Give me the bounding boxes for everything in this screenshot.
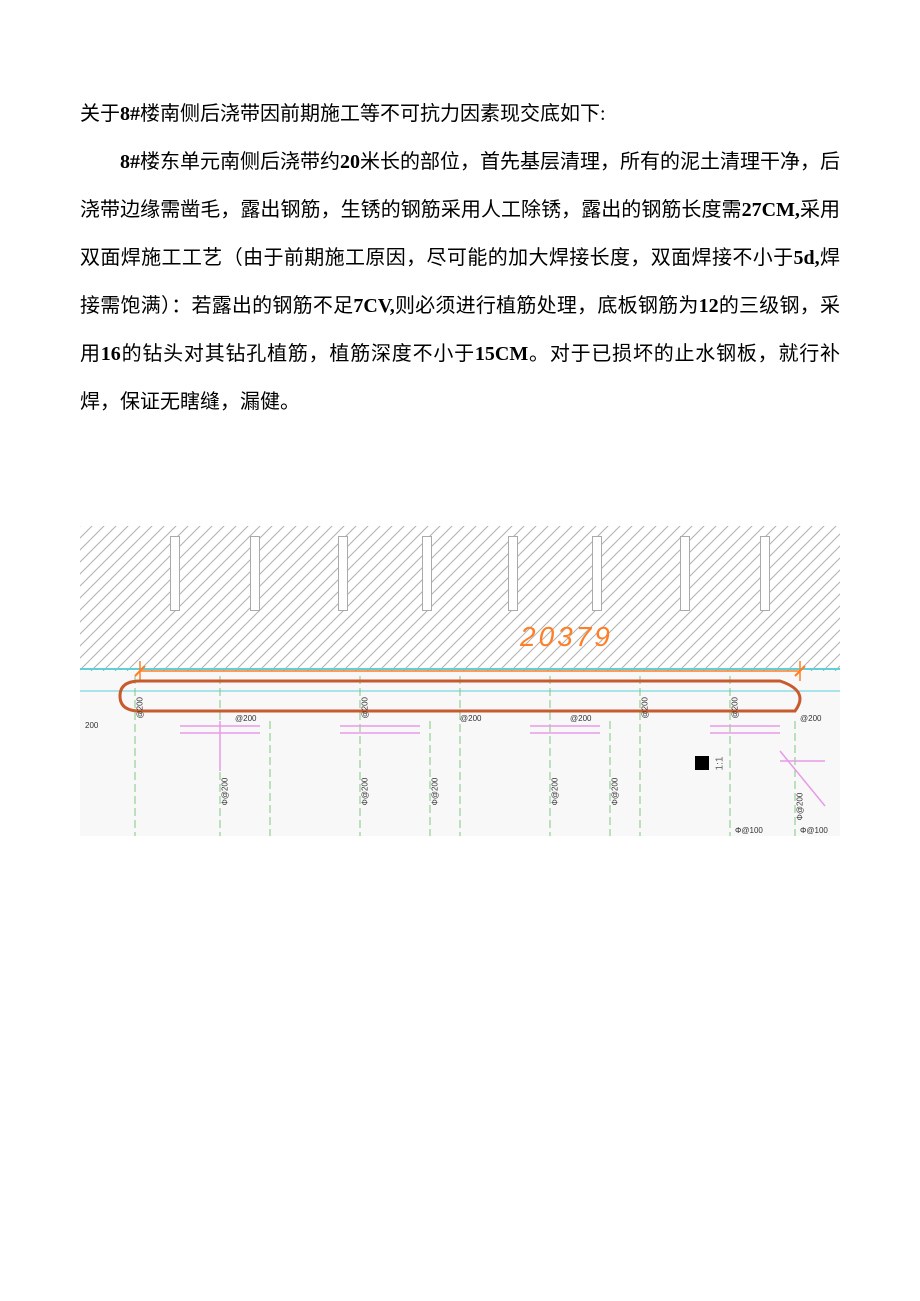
column-marker xyxy=(508,536,518,611)
left-axis-label: 200 xyxy=(85,721,98,730)
engineering-diagram: 20379 xyxy=(80,526,840,836)
bold-text: 27CM, xyxy=(742,199,800,221)
bold-text: 16 xyxy=(101,343,121,365)
bold-text: 7CV, xyxy=(353,295,394,317)
column-marker xyxy=(250,536,260,611)
rebar-label: @200 xyxy=(800,714,821,723)
heading-line: 关于8#楼南侧后浇带因前期施工等不可抗力因素现交底如下: xyxy=(80,90,840,138)
rebar-spec-label: Φ@100 xyxy=(735,826,763,835)
bold-text: 8# xyxy=(120,151,140,173)
rebar-label: @200 xyxy=(570,714,591,723)
text-segment: 则必须进行植筋处理，底板钢筋为 xyxy=(395,295,699,317)
text-segment: 关于 xyxy=(80,103,120,125)
bold-text: 20 xyxy=(340,151,360,173)
column-marker xyxy=(338,536,348,611)
rebar-label: @200 xyxy=(235,714,256,723)
rebar-spec-label: Φ@100 xyxy=(800,826,828,835)
column-marker xyxy=(422,536,432,611)
column-marker xyxy=(170,536,180,611)
text-segment: 楼东单元南侧后浇带约 xyxy=(140,151,340,173)
rebar-label: @200 xyxy=(361,697,370,718)
rebar-label: @200 xyxy=(731,697,740,718)
rebar-spec-label: Φ@200 xyxy=(796,793,805,821)
bold-text: 12 xyxy=(699,295,719,317)
text-segment: 的钻头对其钻孔植筋，植筋深度不小于 xyxy=(121,343,475,365)
document-body: 关于8#楼南侧后浇带因前期施工等不可抗力因素现交底如下: 8#楼东单元南侧后浇带… xyxy=(80,90,840,426)
column-marker xyxy=(760,536,770,611)
scale-text: 1:1 xyxy=(714,756,725,770)
rebar-spec-label: Φ@200 xyxy=(361,778,370,806)
dimension-value: 20379 xyxy=(520,621,613,653)
bold-text: 5d, xyxy=(794,247,820,269)
bold-text: 15CM xyxy=(475,343,528,365)
column-marker xyxy=(592,536,602,611)
bold-text: 8# xyxy=(120,103,140,125)
rebar-label: @200 xyxy=(136,697,145,718)
rebar-spec-label: Φ@200 xyxy=(221,778,230,806)
text-segment: 楼南侧后浇带因前期施工等不可抗力因素现交底如下: xyxy=(140,103,606,125)
rebar-spec-label: Φ@200 xyxy=(551,778,560,806)
main-paragraph: 8#楼东单元南侧后浇带约20米长的部位，首先基层清理，所有的泥土清理干净，后浇带… xyxy=(80,138,840,426)
column-marker xyxy=(680,536,690,611)
rebar-spec-label: Φ@200 xyxy=(611,778,620,806)
rebar-spec-label: Φ@200 xyxy=(431,778,440,806)
rebar-label: @200 xyxy=(460,714,481,723)
rebar-label: @200 xyxy=(641,697,650,718)
scale-square-icon xyxy=(695,756,709,770)
scale-indicator: 1:1 xyxy=(695,756,727,770)
column-markers xyxy=(80,536,840,636)
